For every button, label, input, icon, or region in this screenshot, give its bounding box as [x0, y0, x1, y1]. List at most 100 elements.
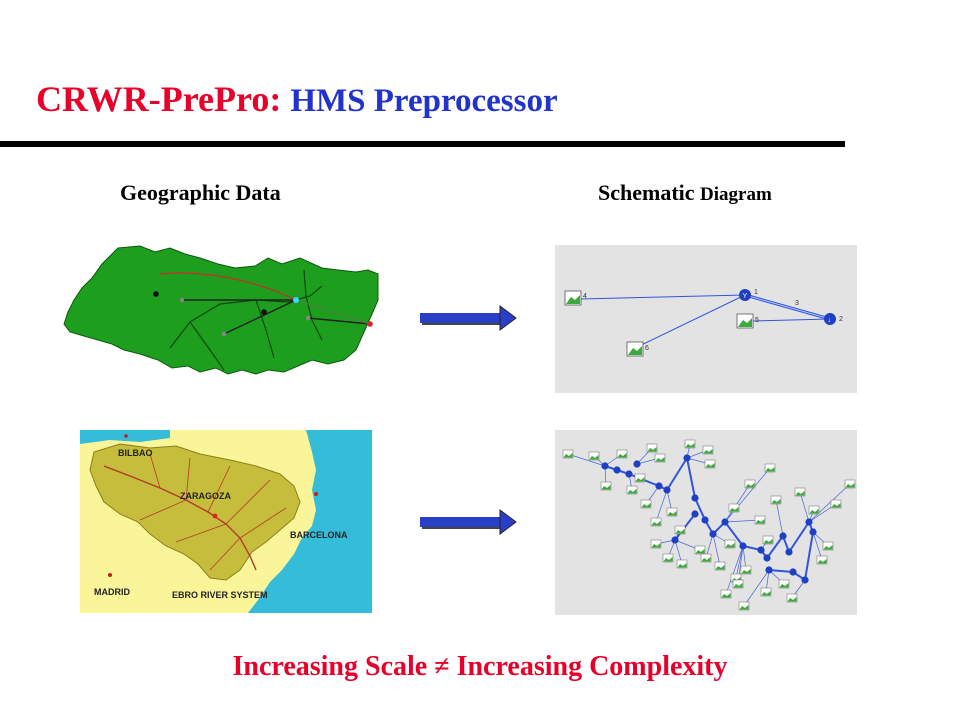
gray-node	[179, 297, 185, 303]
subbasin-icon	[822, 541, 834, 551]
centroid-dot	[153, 291, 159, 297]
subbasin-icon	[720, 589, 732, 599]
geographic-data-label: Geographic Data	[120, 180, 281, 205]
junction-node	[633, 460, 641, 468]
subbasin-icon	[684, 439, 696, 449]
schematic-label: 6	[645, 345, 649, 352]
subbasin-icon	[662, 553, 674, 563]
subbasin-icon	[778, 579, 790, 589]
schematic-reach	[788, 521, 810, 553]
schematic-link	[567, 453, 606, 467]
schematic-link	[580, 294, 746, 300]
schematic-link	[655, 489, 668, 523]
junction-node	[625, 470, 633, 478]
subbasin-icon	[732, 579, 744, 589]
subbasin-icon	[700, 553, 712, 563]
sink-node	[824, 313, 836, 325]
subbasin-icon	[562, 449, 574, 459]
sea-area	[248, 430, 372, 613]
schematic-reach	[768, 569, 794, 573]
page-title: CRWR-PrePro: HMS Preprocessor	[36, 78, 558, 120]
outlet-node	[367, 321, 373, 327]
simple-schematic: Y ↓ 1 2 3 4 5 6	[555, 245, 857, 393]
subbasin-icons	[562, 439, 856, 611]
junction-node	[757, 546, 765, 554]
schematic-link	[712, 533, 721, 567]
subbasin-icon	[724, 539, 736, 549]
subbasin-icon	[764, 463, 776, 473]
schematic-label: 3	[795, 300, 799, 307]
schematic-link	[724, 467, 771, 523]
junction-node	[671, 536, 679, 544]
subbasin-icon	[744, 479, 756, 489]
subbasin-icon	[816, 555, 828, 565]
junction-node	[601, 462, 609, 470]
flow-line-2	[223, 299, 297, 335]
subbasin-icon	[762, 535, 774, 545]
tributaries	[139, 453, 287, 571]
centroid-dot	[261, 309, 267, 315]
barcelona-dot	[314, 492, 318, 496]
schematic-link	[808, 483, 851, 523]
complex-schematic	[555, 430, 857, 615]
not-equal-symbol: ≠	[434, 651, 450, 682]
subbasin-icon	[702, 445, 714, 455]
subbasin-icon	[794, 487, 806, 497]
svg-text:↓: ↓	[828, 317, 832, 324]
schematic-label: 2	[839, 316, 843, 323]
junction-node	[663, 486, 671, 494]
junction-node	[293, 297, 299, 303]
schematic-link	[725, 545, 744, 595]
subbasin-icon	[760, 587, 772, 597]
subbasin-icon	[728, 503, 740, 513]
subbasin-icon	[844, 479, 856, 489]
schematic-reach	[666, 457, 688, 491]
schematic-link	[724, 519, 761, 523]
bilbao-dot	[124, 434, 128, 438]
title-sub: HMS Preprocessor	[290, 83, 558, 119]
schematic-link	[735, 545, 744, 579]
subbasin-icon	[676, 559, 688, 569]
zaragoza-dot	[212, 513, 218, 519]
junction-node	[739, 542, 747, 550]
junction-node	[805, 518, 813, 526]
gray-node	[305, 315, 311, 321]
junction-nodes	[601, 454, 817, 584]
junction-node	[789, 568, 797, 576]
subbasin-icon	[738, 601, 750, 611]
ebro-basin	[89, 443, 301, 581]
watershed-polygon	[63, 245, 379, 375]
schematic-link	[799, 491, 810, 523]
barcelona-label: BARCELONA	[290, 530, 348, 540]
subbasin-icon	[626, 341, 644, 357]
schematic-reach	[694, 497, 706, 521]
subbasin-icon	[674, 525, 686, 535]
subbasin-icon	[786, 593, 798, 603]
schematic-label-main: Schematic	[598, 180, 695, 205]
footer-left: Increasing Scale	[232, 651, 428, 682]
junction-node	[765, 566, 773, 574]
subbasin-icon	[754, 515, 766, 525]
schematic-reach	[686, 457, 696, 499]
zaragoza-label: ZARAGOZA	[180, 491, 231, 501]
watershed-map	[63, 245, 379, 375]
gray-node	[221, 331, 227, 337]
subbasin-icon	[770, 495, 782, 505]
madrid-dot	[108, 573, 112, 577]
schematic-link	[775, 499, 784, 537]
schematic-reach	[766, 535, 784, 559]
schematic-reach	[804, 531, 814, 581]
arrow-right-icon	[420, 509, 517, 535]
schematic-diagram-label: Schematic Diagram	[598, 180, 772, 206]
subbasin-icon	[808, 505, 820, 515]
bilbao-label: BILBAO	[118, 448, 153, 458]
schematic-link	[632, 294, 746, 350]
junction-node	[779, 532, 787, 540]
subbasin-icon	[704, 459, 716, 469]
subbasin-icon	[634, 473, 646, 483]
madrid-label: MADRID	[94, 587, 130, 597]
footer-caption: Increasing Scale ≠ Increasing Complexity	[0, 651, 960, 683]
schematic-link	[743, 569, 770, 607]
schematic-reach	[724, 521, 744, 547]
flow-line-3	[307, 317, 371, 325]
